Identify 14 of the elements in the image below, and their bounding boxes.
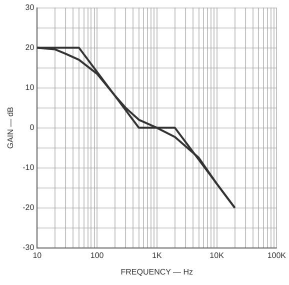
x-tick-label: 10	[32, 250, 42, 260]
x-tick-label: 100K	[267, 250, 287, 260]
y-tick-label: -30	[22, 243, 35, 252]
y-tick-label: 20	[25, 43, 35, 52]
y-axis-title: GAIN — dB	[6, 106, 16, 149]
x-tick-label: 1K	[152, 250, 162, 260]
y-tick-label: -20	[22, 203, 35, 212]
y-tick-label: 0	[30, 123, 35, 132]
x-tick-label: 10K	[210, 250, 225, 260]
y-tick-label: -10	[22, 163, 35, 172]
x-axis-title: FREQUENCY — Hz	[120, 267, 194, 276]
y-tick-label: 30	[25, 3, 35, 12]
y-tick-label: 10	[25, 83, 35, 92]
x-tick-label: 100	[90, 250, 104, 260]
